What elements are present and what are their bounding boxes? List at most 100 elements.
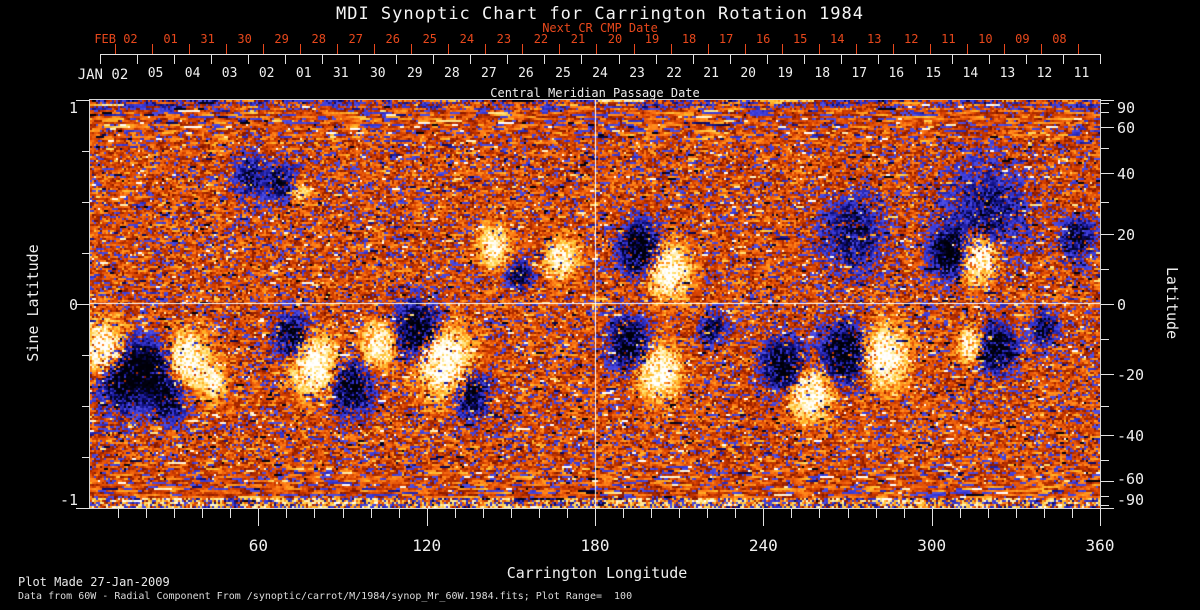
data-source-text: Data from 60W - Radial Component From /s… <box>18 591 633 602</box>
latitude-major-tick <box>1101 234 1114 236</box>
longitude-minor-tick <box>987 509 989 518</box>
next-cr-date-tick <box>855 44 857 54</box>
cmp-day-label: 11 <box>1073 66 1090 81</box>
latitude-minor-tick <box>1101 504 1109 506</box>
longitude-minor-tick <box>707 509 709 518</box>
next-cr-day-label: 15 <box>792 32 808 46</box>
cmp-day-label: 28 <box>444 66 460 81</box>
cmp-day-label: 17 <box>851 66 868 81</box>
cmp-date-tick <box>470 54 472 64</box>
next-cr-day-label: 27 <box>348 32 363 46</box>
next-cr-day-label: 13 <box>867 32 882 46</box>
next-cr-month-label: FEB 02 <box>94 32 138 46</box>
cmp-date-tick <box>248 54 250 64</box>
cmp-day-label: 19 <box>777 66 793 81</box>
next-cr-day-label: 09 <box>1015 32 1030 46</box>
next-cr-date-tick <box>448 44 450 54</box>
next-cr-date-tick <box>892 44 894 54</box>
next-cr-date-tick <box>559 44 561 54</box>
cmp-day-label: 22 <box>666 66 682 81</box>
sine-latitude-minor-tick <box>82 202 90 203</box>
longitude-minor-tick <box>454 509 456 518</box>
latitude-minor-tick <box>1101 268 1109 270</box>
cmp-day-label: 23 <box>629 66 645 81</box>
longitude-minor-tick <box>510 509 512 518</box>
sine-latitude-major-tick <box>76 100 90 101</box>
cmp-date-tick <box>803 54 805 64</box>
cmp-date-tick <box>359 54 361 64</box>
cmp-date-tick <box>766 54 768 64</box>
sine-latitude-minor-tick <box>82 406 90 407</box>
longitude-tick-label: 180 <box>580 536 610 555</box>
latitude-minor-tick <box>1101 495 1109 497</box>
longitude-minor-tick <box>566 509 568 518</box>
latitude-minor-tick <box>1101 460 1109 462</box>
sine-latitude-minor-tick <box>82 457 90 458</box>
cmp-day-label: 02 <box>258 66 275 81</box>
next-cr-cmp-date-label: Next CR CMP Date <box>542 21 658 35</box>
cmp-day-label: 29 <box>406 66 423 81</box>
cmp-day-label: 03 <box>221 66 238 81</box>
cmp-date-tick <box>544 54 546 64</box>
next-cr-day-label: 24 <box>459 32 475 46</box>
cmp-date-tick <box>618 54 620 64</box>
latitude-tick-label: -40 <box>1117 427 1145 446</box>
next-cr-day-label: 26 <box>385 32 400 46</box>
next-cr-date-tick <box>337 44 339 54</box>
longitude-minor-tick <box>202 509 204 518</box>
latitude-major-tick <box>1101 508 1114 509</box>
longitude-minor-tick <box>286 509 288 518</box>
sine-latitude-minor-tick <box>82 253 90 254</box>
cmp-day-label: 24 <box>592 66 608 81</box>
sine-latitude-tick-label: 1 <box>68 99 78 117</box>
sine-latitude-minor-tick <box>82 151 90 152</box>
longitude-minor-tick <box>1043 509 1045 518</box>
longitude-tick-label: 60 <box>248 536 268 555</box>
next-cr-day-label: 19 <box>644 32 660 46</box>
plot-area <box>89 99 1101 509</box>
cmp-date-tick <box>1062 54 1064 64</box>
next-cr-date-tick <box>818 44 820 54</box>
cmp-day-label: 04 <box>184 66 201 81</box>
sine-latitude-minor-tick <box>82 355 90 356</box>
latitude-tick-label: -20 <box>1117 365 1145 384</box>
cmp-date-tick <box>655 54 657 64</box>
latitude-minor-tick <box>1101 147 1109 149</box>
next-cr-date-tick <box>596 44 598 54</box>
next-cr-day-label: 30 <box>237 32 252 46</box>
longitude-minor-tick <box>1071 509 1073 518</box>
next-cr-day-label: 17 <box>718 32 734 46</box>
latitude-minor-tick <box>1101 406 1109 407</box>
next-cr-day-label: 10 <box>978 32 993 46</box>
next-cr-day-label: 01 <box>163 32 178 46</box>
latitude-minor-tick <box>1101 103 1109 105</box>
next-cr-day-label: 25 <box>422 32 438 46</box>
cmp-date-tick <box>396 54 398 64</box>
next-cr-date-tick <box>300 44 302 54</box>
next-cr-date-tick <box>263 44 265 54</box>
cmp-date-tick <box>581 54 583 64</box>
cmp-date-tick <box>322 54 324 64</box>
next-cr-date-tick <box>189 44 191 54</box>
longitude-minor-tick <box>903 509 905 518</box>
cmp-day-label: 16 <box>888 66 905 81</box>
cmp-date-tick <box>1100 54 1101 64</box>
cmp-date-tick <box>137 54 139 64</box>
longitude-major-tick <box>426 509 428 526</box>
cmp-day-label: 12 <box>1036 66 1053 81</box>
next-cr-date-tick <box>707 44 709 54</box>
next-cr-day-label: 28 <box>311 32 326 46</box>
cmp-date-tick <box>951 54 953 64</box>
longitude-tick-label: 300 <box>917 536 947 555</box>
next-cr-date-tick <box>781 44 783 54</box>
cmp-date-tick <box>211 54 213 64</box>
next-cr-date-tick <box>115 44 116 54</box>
longitude-minor-tick <box>735 509 737 518</box>
longitude-minor-tick <box>482 509 484 518</box>
longitude-tick-label: 240 <box>748 536 778 555</box>
cmp-date-tick <box>174 54 176 64</box>
next-cr-day-label: 20 <box>607 32 623 46</box>
longitude-major-tick <box>258 509 260 526</box>
cmp-date-axis-label: Central Meridian Passage Date <box>490 86 700 100</box>
